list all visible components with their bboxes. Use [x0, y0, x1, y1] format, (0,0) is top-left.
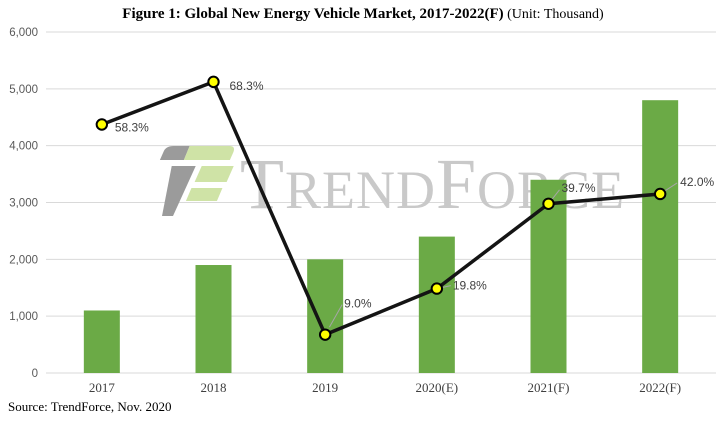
growth-line	[100, 80, 662, 337]
chart-title: Figure 1: Global New Energy Vehicle Mark…	[0, 5, 726, 23]
growth-label-2019: 9.0%	[344, 297, 372, 311]
growth-label-2018: 68.3%	[230, 79, 264, 93]
bar-2019	[307, 259, 344, 373]
source-note: Source: TrendForce, Nov. 2020	[8, 399, 172, 414]
y-axis-tick-label: 4,000	[9, 141, 38, 153]
x-axis-label-2021(F): 2021(F)	[528, 380, 570, 395]
growth-data-labels: 58.3% 68.3% 9.0% 19.8% 39.7% 42.0%	[115, 79, 715, 311]
growth-label-2020(E): 19.8%	[453, 279, 487, 293]
bar-2018	[195, 265, 232, 373]
x-axis-labels: 2017 2018 2019 2020(E) 2021(F) 2022(F)	[89, 380, 681, 395]
y-axis-tick-label: 0	[32, 368, 38, 380]
growth-label-2022(F): 42.0%	[680, 175, 714, 189]
line-marker-2018	[207, 75, 220, 89]
logo-green-bar-1	[194, 166, 234, 182]
bar-2022(F)	[642, 100, 679, 373]
line-marker-2021(F)	[542, 197, 555, 210]
line-marker-2022(F)	[653, 187, 667, 201]
bar-2017	[83, 310, 120, 373]
chart-title-text: Figure 1: Global New Energy Vehicle Mark…	[122, 6, 504, 22]
trendforce-logo-icon	[159, 146, 235, 216]
y-axis-labels: 0 1,000 2,000 3,000 4,000 5,000 6,000	[9, 27, 38, 380]
y-axis-tick-label: 2,000	[9, 254, 38, 266]
chart-title-unit: (Unit: Thousand)	[503, 7, 604, 22]
logo-gray-topbar	[159, 146, 190, 160]
growth-label-2017: 58.3%	[115, 120, 149, 134]
bar-series	[83, 100, 679, 373]
growth-line-series	[95, 75, 667, 341]
line-marker-2017	[95, 118, 109, 131]
data-label-leader	[328, 304, 343, 328]
y-axis-tick-label: 1,000	[9, 311, 38, 323]
x-axis-label-2019: 2019	[312, 380, 338, 395]
x-axis-label-2018: 2018	[201, 380, 227, 395]
y-axis-tick-label: 3,000	[9, 198, 38, 210]
line-marker-2020(E)	[430, 282, 444, 295]
x-axis-label-2020(E): 2020(E)	[416, 380, 459, 395]
bar-2020(E)	[418, 236, 455, 373]
y-axis-tick-label: 6,000	[9, 27, 38, 39]
line-marker-2019	[318, 328, 332, 341]
data-label-leader	[550, 189, 560, 201]
x-axis-label-2022(F): 2022(F)	[639, 380, 681, 395]
x-axis-label-2017: 2017	[89, 380, 116, 395]
y-axis-tick-label: 5,000	[9, 84, 38, 96]
growth-label-2021(F): 39.7%	[562, 181, 596, 195]
logo-green-topbar	[183, 146, 235, 160]
gridlines	[46, 31, 716, 374]
logo-gray-stem	[162, 166, 196, 216]
data-label-leader	[664, 182, 678, 192]
logo-green-bar-2	[185, 188, 223, 201]
